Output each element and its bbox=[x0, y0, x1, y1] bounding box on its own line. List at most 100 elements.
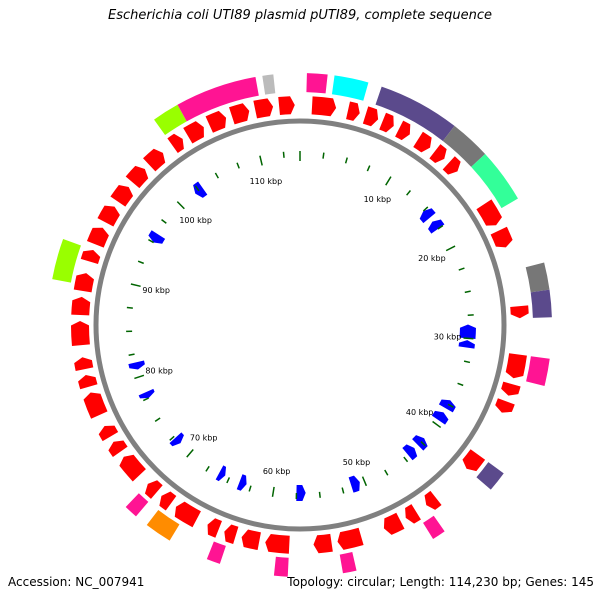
forward-cds-layer bbox=[71, 96, 529, 554]
scale-tick bbox=[161, 219, 167, 224]
forward-cds-arrow bbox=[265, 533, 290, 554]
hit-arc bbox=[471, 154, 518, 209]
forward-cds-arrow bbox=[476, 199, 502, 226]
tick-label: 30 kbp bbox=[434, 333, 462, 342]
hit-arc bbox=[331, 75, 369, 101]
hit-arc bbox=[177, 76, 259, 122]
reverse-cds-arrow bbox=[138, 388, 155, 399]
reverse-cds-arrow bbox=[419, 208, 436, 224]
forward-cds-arrow bbox=[405, 504, 421, 524]
scale-tick bbox=[186, 449, 194, 458]
forward-cds-arrow bbox=[78, 375, 98, 390]
reverse-cds-arrow bbox=[193, 181, 208, 198]
scale-tick bbox=[154, 417, 161, 423]
forward-cds-arrow bbox=[71, 321, 90, 347]
hit-arc bbox=[530, 289, 552, 318]
scale-tick bbox=[406, 190, 412, 196]
reverse-cds-arrow bbox=[402, 444, 418, 461]
hit-arc bbox=[375, 86, 455, 141]
forward-cds-arrow bbox=[174, 501, 201, 528]
scale-tick bbox=[214, 172, 219, 179]
tick-label-layer: 10 kbp 20 kbp 30 kbp 40 kbp 50 kbp 60 kbp 70 k… bbox=[142, 177, 461, 476]
forward-cds-arrow bbox=[98, 425, 119, 442]
reverse-cds-arrow bbox=[458, 340, 475, 349]
scale-tick bbox=[137, 260, 144, 265]
forward-cds-arrow bbox=[383, 512, 405, 535]
forward-cds-arrow bbox=[224, 524, 239, 545]
scale-tick bbox=[341, 487, 345, 494]
forward-cds-arrow bbox=[86, 227, 109, 248]
scale-tick bbox=[366, 165, 371, 172]
hit-arc bbox=[476, 462, 504, 490]
scale-tick bbox=[432, 420, 442, 429]
hit-arc bbox=[52, 239, 81, 283]
tick-label: 90 kbp bbox=[142, 286, 170, 295]
scale-tick bbox=[226, 477, 231, 484]
sequence-summary: Topology: circular; Length: 114,230 bp; … bbox=[287, 575, 594, 589]
tick-label: 70 kbp bbox=[190, 433, 218, 442]
backbone-circle bbox=[93, 118, 507, 532]
scale-tick bbox=[128, 353, 135, 356]
accession-label: Accession: NC_007941 bbox=[8, 575, 145, 589]
scale-tick bbox=[463, 360, 471, 364]
forward-cds-arrow bbox=[159, 491, 177, 511]
scale-tick bbox=[385, 176, 392, 186]
forward-cds-arrow bbox=[490, 226, 513, 248]
scale-tick bbox=[318, 491, 321, 498]
forward-cds-arrow bbox=[362, 106, 379, 127]
scale-tick bbox=[344, 157, 348, 164]
scale-tick bbox=[194, 185, 200, 192]
tick-label: 50 kbp bbox=[343, 458, 371, 467]
hit-arc bbox=[423, 515, 445, 539]
forward-cds-arrow bbox=[429, 144, 447, 163]
forward-cds-arrow bbox=[313, 533, 333, 554]
forward-cds-arrow bbox=[395, 120, 411, 141]
hit-arc bbox=[273, 556, 289, 577]
scale-tick bbox=[422, 206, 429, 212]
reverse-cds-layer bbox=[128, 181, 476, 502]
reverse-cds-arrow bbox=[428, 219, 445, 234]
scale-tick bbox=[457, 382, 464, 387]
scale-tick bbox=[271, 486, 275, 497]
forward-cds-arrow bbox=[205, 110, 227, 133]
hit-arc bbox=[442, 125, 486, 167]
scale-tick bbox=[447, 403, 454, 408]
hit-arc bbox=[125, 493, 149, 517]
reverse-cds-arrow bbox=[215, 465, 227, 482]
reverse-cds-arrow bbox=[169, 432, 184, 447]
forward-cds-arrow bbox=[495, 398, 515, 413]
forward-cds-arrow bbox=[110, 184, 134, 207]
scale-tick bbox=[134, 374, 145, 380]
scale-tick bbox=[169, 435, 175, 441]
forward-cds-arrow bbox=[125, 165, 149, 189]
scale-tick bbox=[420, 441, 426, 447]
reverse-cds-arrow bbox=[296, 484, 306, 502]
tick-label: 20 kbp bbox=[418, 254, 446, 263]
forward-cds-arrow bbox=[167, 133, 184, 153]
reverse-cds-arrow bbox=[348, 475, 360, 493]
tick-layer bbox=[126, 151, 474, 499]
hit-arc bbox=[339, 552, 357, 574]
forward-cds-arrow bbox=[413, 131, 432, 153]
hit-arcs-layer bbox=[52, 73, 552, 577]
scale-tick bbox=[445, 245, 456, 252]
scale-tick bbox=[148, 238, 154, 244]
forward-cds-arrow bbox=[83, 392, 108, 419]
tick-label: 100 kbp bbox=[179, 216, 212, 225]
hit-arc bbox=[206, 541, 226, 564]
hit-arc bbox=[262, 74, 276, 95]
scale-tick bbox=[259, 155, 263, 166]
hit-arc bbox=[306, 73, 328, 94]
tick-label: 110 kbp bbox=[250, 177, 283, 186]
forward-cds-arrow bbox=[311, 96, 337, 117]
forward-cds-arrow bbox=[119, 454, 146, 482]
forward-cds-arrow bbox=[229, 103, 250, 125]
forward-cds-arrow bbox=[278, 96, 295, 115]
scale-tick bbox=[236, 162, 240, 169]
forward-cds-arrow bbox=[108, 440, 128, 458]
reverse-cds-arrow bbox=[438, 399, 456, 413]
hit-arc bbox=[146, 509, 180, 541]
forward-cds-arrow bbox=[144, 480, 163, 499]
forward-cds-arrow bbox=[462, 449, 486, 472]
